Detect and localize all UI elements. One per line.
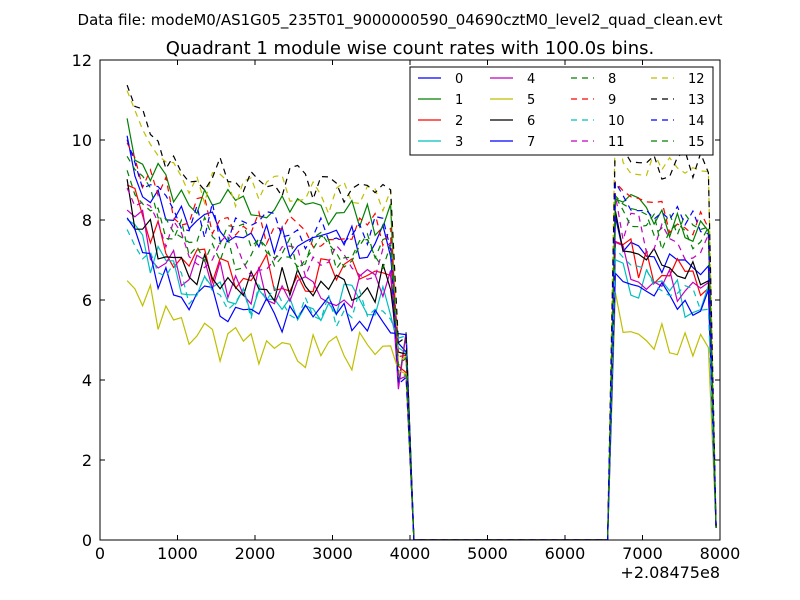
x-tick-label: 1000 (157, 544, 198, 563)
series-line-14 (126, 139, 717, 540)
y-tick-label: 12 (72, 51, 92, 70)
y-tick-label: 4 (82, 371, 92, 390)
legend-label-9: 9 (608, 93, 616, 108)
series-line-5 (126, 280, 717, 540)
legend-box (409, 66, 714, 156)
y-tick-label: 2 (82, 451, 92, 470)
legend-label-0: 0 (455, 72, 463, 87)
chart-title: Quadrant 1 module wise count rates with … (166, 38, 655, 59)
x-tick-label: 8000 (700, 544, 741, 563)
series-line-3 (126, 218, 717, 540)
legend-label-8: 8 (608, 72, 616, 87)
series-line-8 (126, 155, 717, 540)
legend-label-14: 14 (688, 114, 705, 129)
y-tick-label: 6 (82, 291, 92, 310)
x-offset-label: +2.08475e8 (620, 563, 720, 582)
series-line-7 (126, 217, 717, 540)
legend-label-11: 11 (608, 135, 625, 150)
x-tick-label: 0 (95, 544, 105, 563)
series-layer (126, 84, 717, 540)
series-line-9 (126, 142, 717, 540)
x-tick-label: 4000 (390, 544, 431, 563)
legend-label-3: 3 (455, 135, 463, 150)
legend-label-5: 5 (527, 93, 535, 108)
legend-label-6: 6 (527, 114, 535, 129)
ticks-layer: 0 1000 2000 3000 4000 5000 6000 7000 80000246810… (72, 51, 741, 563)
x-tick-label: 7000 (622, 544, 663, 563)
y-tick-label: 0 (82, 531, 92, 550)
chart-suptitle: Data file: modeM0/AS1G05_235T01_90000005… (78, 11, 723, 30)
series-line-2 (126, 184, 717, 540)
series-line-10 (126, 229, 717, 540)
y-tick-label: 10 (72, 131, 92, 150)
legend-label-2: 2 (455, 114, 463, 129)
legend-label-1: 1 (455, 93, 463, 108)
x-tick-label: 2000 (235, 544, 276, 563)
x-tick-label: 3000 (312, 544, 353, 563)
legend-label-13: 13 (688, 93, 705, 108)
x-tick-label: 5000 (467, 544, 508, 563)
legend-label-10: 10 (608, 114, 625, 129)
x-tick-label: 6000 (545, 544, 586, 563)
legend-label-15: 15 (688, 135, 705, 150)
series-line-4 (126, 209, 717, 540)
legend-label-12: 12 (688, 72, 705, 87)
series-line-11 (126, 187, 717, 540)
legend-label-4: 4 (527, 72, 535, 87)
series-line-15 (126, 170, 717, 540)
y-tick-label: 8 (82, 211, 92, 230)
legend-label-7: 7 (527, 135, 535, 150)
series-line-0 (126, 135, 717, 540)
series-line-6 (126, 179, 717, 540)
